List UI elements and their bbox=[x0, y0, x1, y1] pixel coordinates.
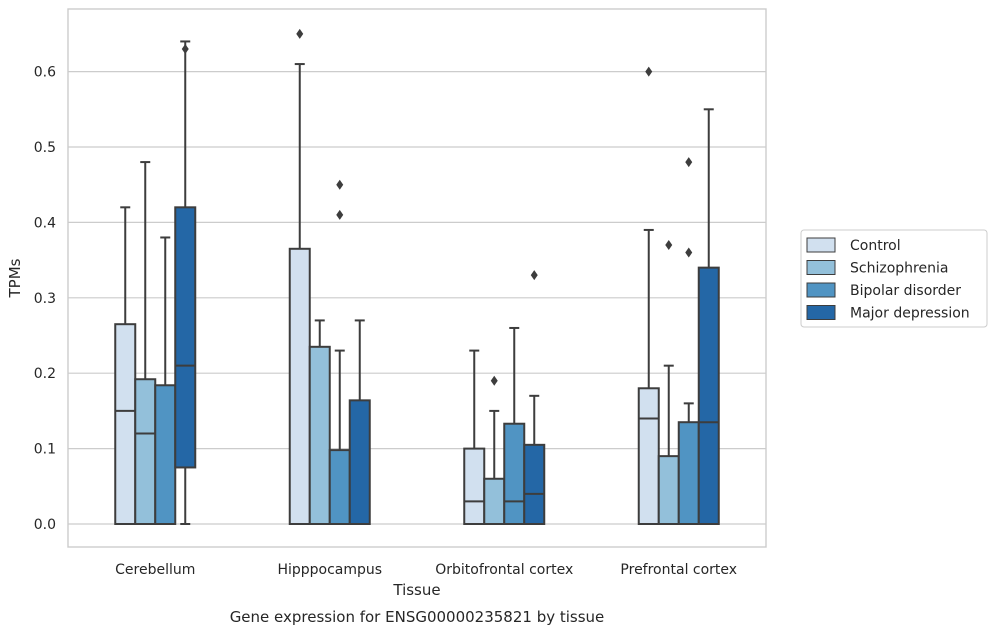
y-tick-label: 0.2 bbox=[34, 366, 56, 382]
outlier-point bbox=[530, 270, 538, 281]
box-body bbox=[523, 443, 546, 525]
outlier-point bbox=[685, 157, 693, 168]
chart-caption: Gene expression for ENSG00000235821 by t… bbox=[230, 608, 605, 626]
box-1-0 bbox=[134, 161, 157, 525]
outlier-point bbox=[336, 179, 344, 190]
y-axis-ticks: 0.0 0.1 0.2 0.3 0.4 0.5 0.6 bbox=[34, 65, 56, 533]
box-3-1 bbox=[348, 319, 371, 525]
x-tick-label: Hipppocampus bbox=[277, 562, 382, 578]
outlier-point bbox=[490, 375, 498, 386]
box-0-2 bbox=[463, 349, 486, 526]
box-body bbox=[328, 449, 351, 525]
outlier-point bbox=[296, 28, 304, 39]
box-layer bbox=[114, 28, 720, 526]
outlier-point bbox=[665, 240, 673, 251]
x-axis-label: Tissue bbox=[392, 581, 440, 599]
y-tick-label: 0.6 bbox=[34, 65, 56, 81]
legend-swatch bbox=[806, 237, 836, 253]
outlier-point bbox=[685, 247, 693, 258]
legend-label: Schizophrenia bbox=[850, 261, 948, 277]
x-tick-label: Prefrontal cortex bbox=[620, 562, 737, 578]
box-1-2 bbox=[483, 375, 506, 526]
y-tick-label: 0.1 bbox=[34, 442, 56, 458]
box-body bbox=[503, 422, 526, 525]
x-axis-ticks: Cerebellum Hipppocampus Orbitofrontal cort… bbox=[115, 562, 737, 578]
box-0-1 bbox=[288, 28, 311, 525]
box-body bbox=[114, 323, 137, 525]
box-2-0 bbox=[154, 236, 177, 525]
x-tick-label: Cerebellum bbox=[115, 562, 195, 578]
box-body bbox=[483, 477, 506, 526]
y-tick-label: 0.0 bbox=[34, 517, 56, 533]
legend: Control Schizophrenia Bipolar disorder Majo… bbox=[800, 229, 988, 328]
box-body bbox=[697, 266, 720, 525]
box-body bbox=[463, 447, 486, 526]
box-0-0 bbox=[114, 206, 137, 525]
box-body bbox=[288, 247, 311, 525]
y-tick-label: 0.5 bbox=[34, 140, 56, 156]
legend-label: Bipolar disorder bbox=[850, 283, 961, 299]
box-3-0 bbox=[174, 40, 197, 525]
y-tick-label: 0.4 bbox=[34, 215, 56, 231]
box-body bbox=[174, 206, 197, 469]
box-body bbox=[637, 387, 660, 525]
box-1-1 bbox=[308, 319, 331, 525]
x-tick-label: Orbitofrontal cortex bbox=[435, 562, 573, 578]
legend-swatch bbox=[806, 305, 836, 320]
outlier-point bbox=[181, 43, 189, 54]
box-2-2 bbox=[503, 326, 526, 525]
legend-swatch bbox=[806, 260, 836, 275]
legend-label: Major depression bbox=[850, 306, 970, 322]
box-2-1 bbox=[328, 179, 351, 525]
outlier-point bbox=[336, 209, 344, 220]
legend-label: Control bbox=[850, 238, 901, 254]
legend-frame bbox=[800, 229, 988, 328]
box-0-3 bbox=[637, 66, 660, 525]
box-body bbox=[134, 378, 157, 525]
box-3-2 bbox=[523, 270, 546, 525]
outlier-point bbox=[645, 66, 653, 77]
plot-area-frame bbox=[67, 8, 767, 548]
box-body bbox=[308, 345, 331, 525]
box-2-3 bbox=[677, 157, 700, 525]
box-body bbox=[348, 399, 371, 525]
box-body bbox=[657, 455, 680, 526]
y-axis-label: TPMs bbox=[6, 258, 24, 298]
box-1-3 bbox=[657, 240, 680, 526]
box-body bbox=[677, 421, 700, 525]
legend-swatch bbox=[806, 282, 836, 298]
y-tick-label: 0.3 bbox=[34, 291, 56, 307]
box-3-3 bbox=[697, 108, 720, 525]
box-body bbox=[154, 384, 177, 525]
